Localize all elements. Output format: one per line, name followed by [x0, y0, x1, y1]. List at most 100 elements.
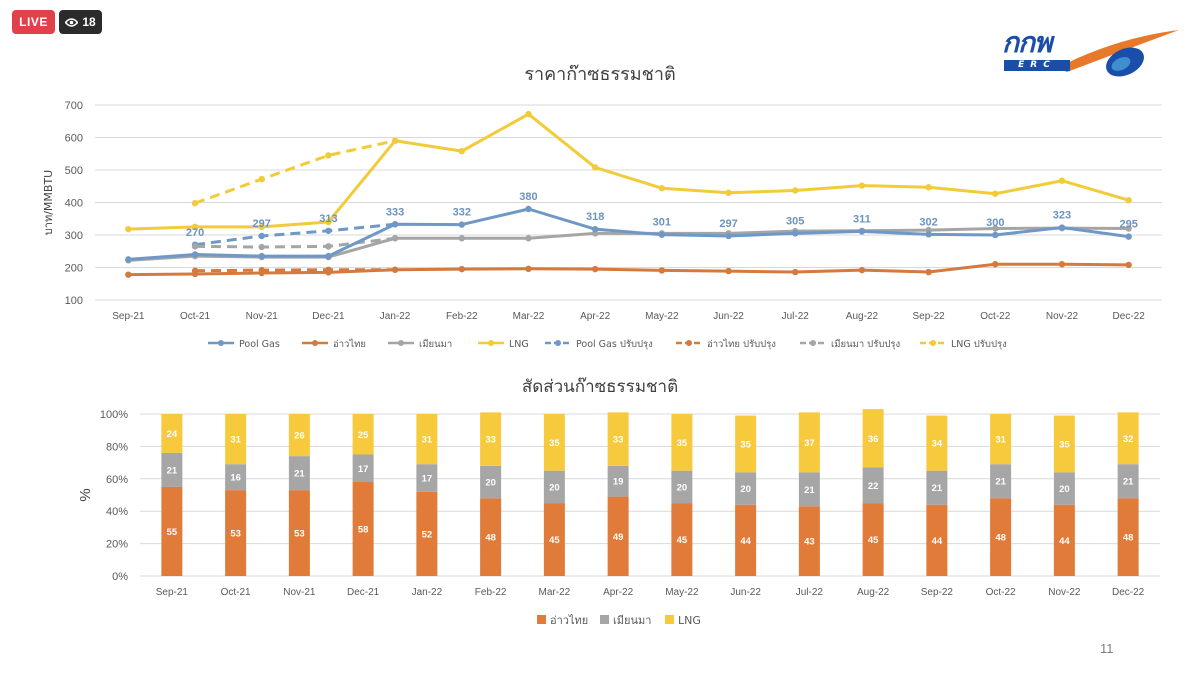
x-tick-label: Jul-22: [782, 311, 810, 322]
legend-marker: [398, 340, 404, 346]
chart-title: สัดส่วนก๊าซธรรมชาติ: [522, 377, 678, 397]
y-tick-label: 100: [65, 295, 83, 307]
data-point: [992, 190, 999, 197]
legend-marker: [488, 340, 494, 346]
data-label: 270: [186, 227, 204, 239]
data-label: 17: [358, 464, 369, 475]
data-point: [325, 218, 332, 226]
data-label: 44: [740, 536, 751, 547]
live-badge: LIVE: [12, 10, 55, 34]
bar-segment: [735, 415, 757, 473]
data-point: [458, 265, 465, 273]
x-tick-label: Jul-22: [796, 587, 824, 598]
data-point: [458, 221, 465, 228]
data-point: [591, 164, 599, 171]
data-label: 45: [868, 535, 879, 546]
data-label: 17: [422, 473, 433, 484]
bar-segment: [671, 414, 693, 471]
bar-segment: [926, 415, 948, 471]
data-point: [1058, 177, 1066, 184]
x-tick-label: Feb-22: [446, 311, 478, 322]
data-point: [191, 251, 199, 258]
data-point: [658, 231, 666, 238]
data-point: [992, 225, 999, 232]
data-label: 32: [1123, 434, 1134, 445]
data-point: [1058, 224, 1066, 231]
bar-segment: [352, 482, 374, 576]
data-label: 35: [549, 438, 560, 449]
data-label: 21: [995, 477, 1006, 488]
bar-segment: [990, 414, 1012, 465]
legend-label: เมียนมา ปรับปรุง: [831, 338, 900, 350]
data-label: 58: [358, 525, 369, 536]
bar-segment: [288, 490, 310, 576]
bar-segment: [862, 467, 884, 504]
data-label: 33: [485, 435, 496, 446]
bar-segment: [225, 490, 247, 576]
bar-segment: [862, 409, 884, 468]
x-tick-label: Oct-22: [980, 311, 1010, 322]
data-point: [1058, 261, 1066, 268]
data-label: 313: [319, 213, 337, 225]
data-label: 20: [740, 484, 751, 495]
data-label: 333: [386, 206, 404, 218]
data-point: [325, 269, 332, 276]
data-label: 297: [253, 218, 271, 230]
bar-segment: [543, 503, 565, 576]
series-line: [128, 207, 1129, 261]
data-point: [658, 185, 666, 192]
y-tick-label: 400: [65, 198, 83, 210]
data-label: 35: [1059, 439, 1070, 450]
legend-label: LNG: [509, 339, 529, 350]
legend-label: อ่าวไทย: [333, 338, 366, 350]
data-label: 20: [1059, 484, 1070, 495]
x-tick-label: Dec-22: [1113, 311, 1146, 322]
data-point: [458, 235, 465, 242]
legend-marker: [686, 340, 692, 346]
data-point: [525, 205, 532, 213]
legend-marker: [810, 340, 816, 346]
data-point: [391, 266, 399, 273]
data-label: 21: [167, 465, 178, 476]
data-point: [658, 267, 666, 274]
x-tick-label: Sep-21: [156, 587, 189, 598]
x-tick-label: Mar-22: [513, 311, 545, 322]
y-tick-label: 80%: [106, 441, 128, 453]
data-label: 301: [653, 217, 671, 229]
x-tick-label: Sep-22: [921, 587, 954, 598]
data-label: 48: [485, 533, 496, 544]
x-tick-label: Dec-21: [347, 587, 380, 598]
data-label: 48: [1123, 533, 1134, 544]
bar-segment: [926, 504, 948, 576]
bar-segment: [416, 464, 438, 492]
data-label: 318: [586, 211, 604, 223]
bar-segment: [735, 504, 757, 576]
y-tick-label: 600: [65, 133, 83, 145]
gas-price-line-chart: ราคาก๊าซธรรมชาติ 100 200 300 400 500 600 700 บาท…: [42, 64, 1162, 350]
data-label: 300: [986, 217, 1004, 229]
x-tick-label: May-22: [665, 587, 699, 598]
data-point: [258, 232, 265, 240]
bar-segment: [480, 498, 502, 576]
x-tick-label: May-22: [645, 311, 679, 322]
data-label: 19: [613, 477, 624, 488]
y-axis-label: บาท/MMBTU: [42, 170, 55, 235]
data-label: 21: [1123, 477, 1134, 488]
x-tick-label: Nov-21: [283, 587, 316, 598]
data-point: [258, 223, 265, 231]
legend-marker: [218, 340, 224, 346]
series-line: [128, 112, 1130, 231]
data-label: 25: [358, 430, 369, 441]
bar-segment: [671, 503, 693, 576]
y-tick-label: 20%: [106, 539, 128, 551]
data-point: [458, 147, 465, 155]
bar-segment: [798, 506, 820, 576]
legend-label: อ่าวไทย ปรับปรุง: [707, 338, 776, 350]
y-tick-label: 60%: [106, 474, 128, 486]
data-point: [858, 266, 866, 274]
data-point: [1125, 197, 1132, 204]
data-point: [925, 184, 932, 191]
data-point: [325, 243, 332, 250]
x-tick-label: Oct-22: [986, 587, 1016, 598]
x-tick-label: Apr-22: [603, 587, 633, 598]
